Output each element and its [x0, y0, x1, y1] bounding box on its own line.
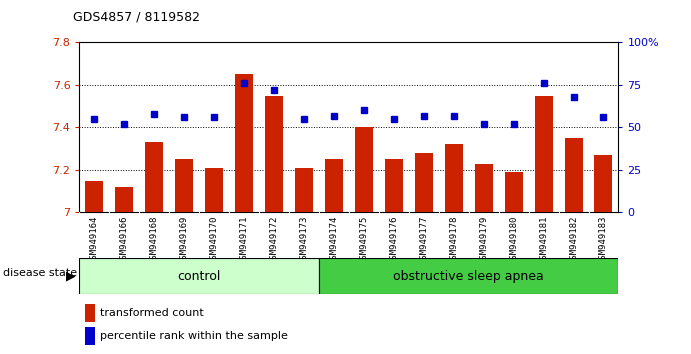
Text: GSM949168: GSM949168: [150, 216, 159, 264]
Text: GSM949171: GSM949171: [240, 216, 249, 264]
Bar: [85, 327, 95, 345]
Bar: [145, 142, 163, 212]
Text: disease state: disease state: [3, 268, 77, 278]
Bar: [475, 164, 493, 212]
Text: control: control: [178, 270, 221, 282]
Text: GSM949174: GSM949174: [330, 216, 339, 264]
Bar: [325, 159, 343, 212]
Text: transformed count: transformed count: [100, 308, 204, 318]
Text: GSM949179: GSM949179: [479, 216, 489, 264]
Text: GSM949169: GSM949169: [180, 216, 189, 264]
Text: GSM949181: GSM949181: [539, 216, 548, 264]
Text: GSM949183: GSM949183: [599, 216, 608, 264]
Text: GSM949166: GSM949166: [120, 216, 129, 264]
Text: GSM949176: GSM949176: [389, 216, 399, 264]
Bar: [319, 258, 618, 294]
Bar: [115, 187, 133, 212]
Text: GSM949170: GSM949170: [209, 216, 219, 264]
Bar: [385, 159, 403, 212]
Text: ▶: ▶: [66, 270, 75, 282]
Bar: [79, 258, 319, 294]
Bar: [415, 153, 433, 212]
Bar: [565, 138, 583, 212]
Bar: [85, 304, 95, 321]
Text: GSM949173: GSM949173: [299, 216, 309, 264]
Bar: [445, 144, 463, 212]
Text: GSM949182: GSM949182: [569, 216, 578, 264]
Bar: [535, 96, 553, 212]
Bar: [355, 127, 373, 212]
Bar: [235, 74, 253, 212]
Text: GSM949172: GSM949172: [269, 216, 278, 264]
Bar: [504, 172, 522, 212]
Text: obstructive sleep apnea: obstructive sleep apnea: [393, 270, 544, 282]
Text: GSM949178: GSM949178: [449, 216, 458, 264]
Bar: [176, 159, 193, 212]
Bar: [295, 168, 313, 212]
Text: GSM949177: GSM949177: [419, 216, 428, 264]
Bar: [86, 181, 104, 212]
Bar: [205, 168, 223, 212]
Text: GDS4857 / 8119582: GDS4857 / 8119582: [73, 11, 200, 24]
Text: GSM949175: GSM949175: [359, 216, 368, 264]
Bar: [594, 155, 612, 212]
Bar: [265, 96, 283, 212]
Text: GSM949180: GSM949180: [509, 216, 518, 264]
Text: GSM949164: GSM949164: [90, 216, 99, 264]
Text: percentile rank within the sample: percentile rank within the sample: [100, 331, 288, 341]
